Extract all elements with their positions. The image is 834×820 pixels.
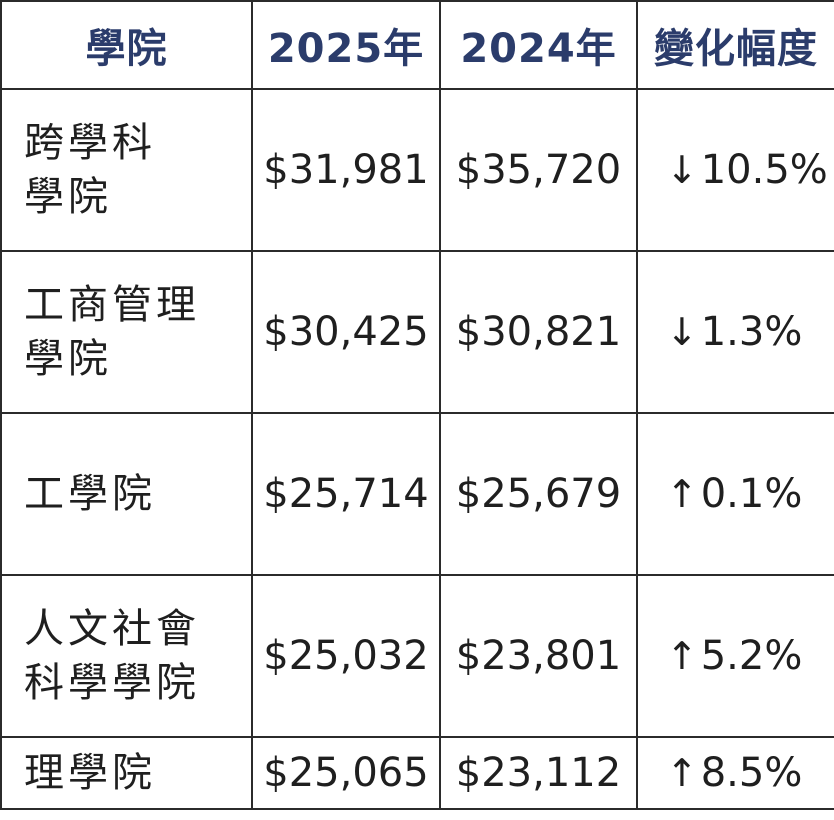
college-name-line: 工商管理 — [24, 282, 200, 328]
arrow-up-icon: ↑ — [666, 472, 698, 516]
change-value: 10.5% — [700, 147, 828, 193]
table-row: 跨學科 學院 $31,981 $35,720 ↓ 10.5% — [0, 88, 834, 252]
college-name-line: 人文社會 — [24, 606, 200, 652]
college-name-cell: 跨學科 學院 — [0, 88, 253, 252]
value-2024: $25,679 — [439, 412, 638, 576]
value-2024: $23,801 — [439, 574, 638, 738]
arrow-down-icon: ↓ — [666, 148, 698, 192]
college-name-line: 學院 — [24, 174, 112, 220]
change-value: 1.3% — [700, 309, 803, 355]
value-2025: $25,032 — [251, 574, 441, 738]
change-cell: ↑ 0.1% — [636, 412, 834, 576]
value-2025: $30,425 — [251, 250, 441, 414]
change-cell: ↑ 8.5% — [636, 736, 834, 810]
header-2025: 2025年 — [251, 0, 441, 90]
change-value: 5.2% — [700, 633, 803, 679]
change-cell: ↓ 10.5% — [636, 88, 834, 252]
college-name-cell: 工商管理 學院 — [0, 250, 253, 414]
college-name-line: 跨學科 — [24, 120, 156, 166]
college-name-line: 科學學院 — [24, 660, 200, 706]
value-2025: $25,714 — [251, 412, 441, 576]
change-value: 8.5% — [700, 750, 803, 796]
header-row: 學院 2025年 2024年 變化幅度 — [0, 0, 834, 90]
value-2025: $31,981 — [251, 88, 441, 252]
value-2025: $25,065 — [251, 736, 441, 810]
header-change: 變化幅度 — [636, 0, 834, 90]
change-cell: ↓ 1.3% — [636, 250, 834, 414]
arrow-up-icon: ↑ — [666, 634, 698, 678]
college-name-cell: 理學院 — [0, 736, 253, 810]
value-2024: $30,821 — [439, 250, 638, 414]
value-2024: $35,720 — [439, 88, 638, 252]
header-2024: 2024年 — [439, 0, 638, 90]
college-name-line: 理學院 — [24, 750, 156, 796]
college-name-line: 學院 — [24, 336, 112, 382]
table-row: 工商管理 學院 $30,425 $30,821 ↓ 1.3% — [0, 250, 834, 414]
college-name-cell: 人文社會 科學學院 — [0, 574, 253, 738]
college-name-line: 工學院 — [24, 471, 156, 517]
change-cell: ↑ 5.2% — [636, 574, 834, 738]
change-value: 0.1% — [700, 471, 803, 517]
arrow-down-icon: ↓ — [666, 310, 698, 354]
arrow-up-icon: ↑ — [666, 751, 698, 795]
table-row: 人文社會 科學學院 $25,032 $23,801 ↑ 5.2% — [0, 574, 834, 738]
header-college: 學院 — [0, 0, 253, 90]
table-row: 理學院 $25,065 $23,112 ↑ 8.5% — [0, 736, 834, 810]
table-row: 工學院 $25,714 $25,679 ↑ 0.1% — [0, 412, 834, 576]
college-name-cell: 工學院 — [0, 412, 253, 576]
value-2024: $23,112 — [439, 736, 638, 810]
